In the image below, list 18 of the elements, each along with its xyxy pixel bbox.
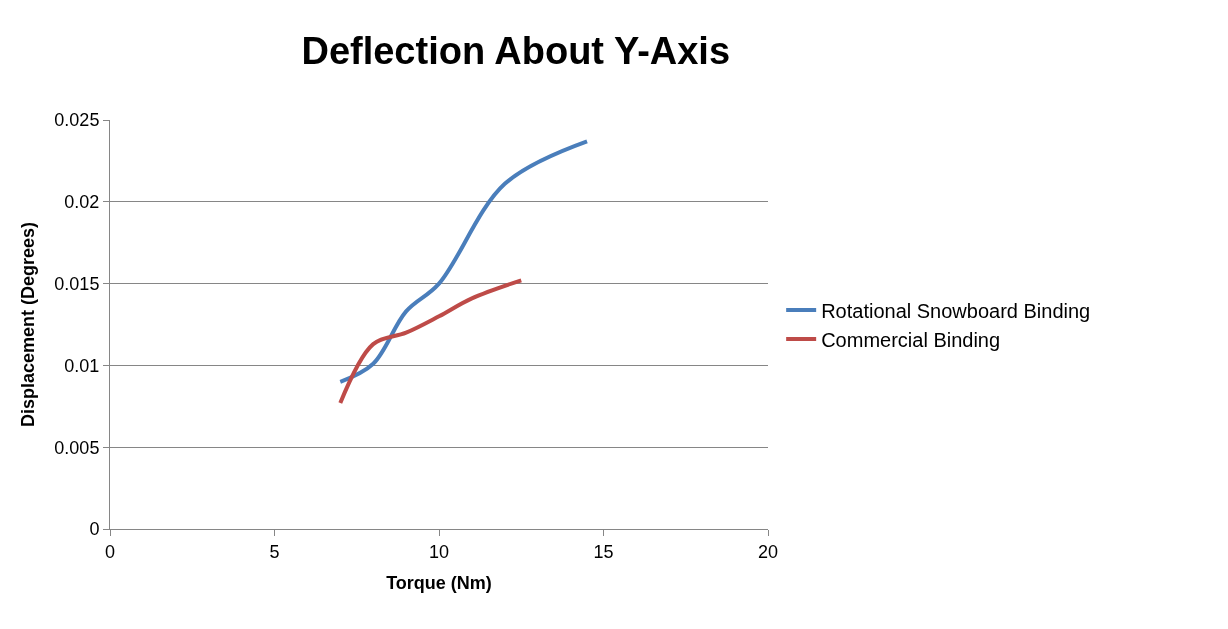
y-tick-label: 0.025: [54, 110, 100, 131]
x-tick-label: 10: [428, 541, 450, 562]
y-tick-label: 0: [89, 519, 100, 540]
line-series: [338, 278, 524, 406]
x-tick-label: 5: [269, 541, 280, 562]
y-tick-label: 0.01: [64, 355, 100, 376]
x-tick-label: 0: [104, 541, 116, 562]
legend-label: Rotational Snowboard Binding: [821, 299, 1091, 322]
y-tick-label: 0.015: [54, 273, 100, 294]
x-tick-label: 15: [593, 541, 614, 562]
chart-title: Deflection About Y-Axis: [301, 30, 731, 73]
y-tick-label: 0.005: [54, 437, 100, 458]
y-axis-title: Displacement (Degrees): [17, 221, 38, 428]
x-axis-title: Torque (Nm): [386, 572, 492, 593]
x-tick-label: 20: [757, 541, 779, 562]
y-tick-label: 0.02: [64, 192, 100, 213]
line-series: [338, 139, 590, 384]
legend-label: Commercial Binding: [821, 328, 1001, 351]
